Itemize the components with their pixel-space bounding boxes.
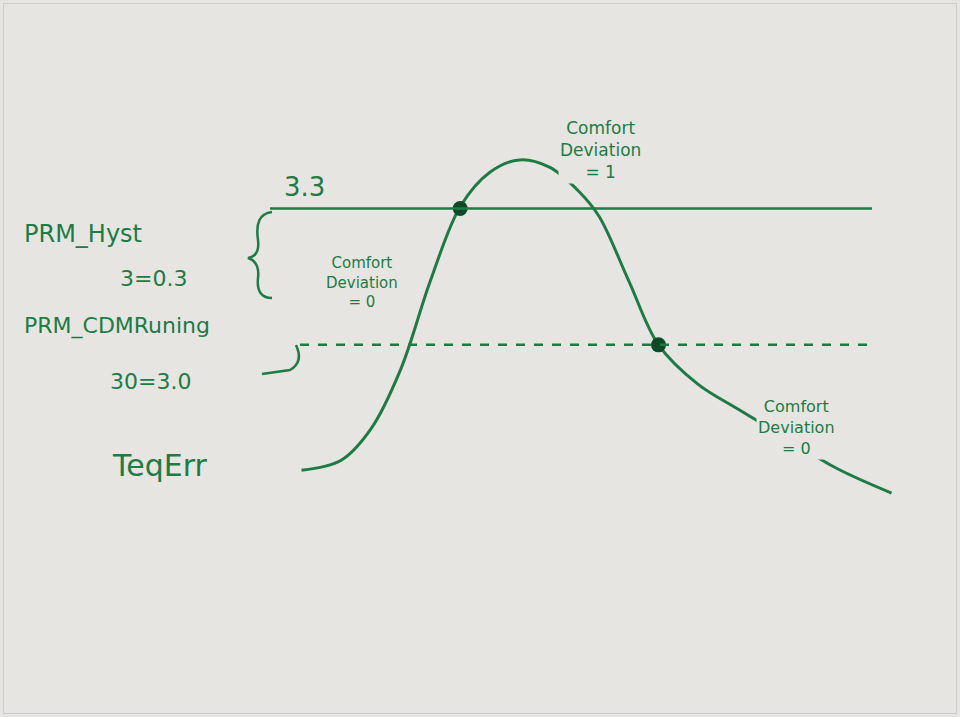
svg-text:3.3: 3.3 — [284, 172, 325, 202]
svg-text:30=3.0: 30=3.0 — [110, 369, 191, 394]
svg-text:ComfortDeviation= 0: ComfortDeviation= 0 — [758, 397, 835, 458]
svg-text:PRM_Hyst: PRM_Hyst — [24, 220, 142, 248]
svg-text:ComfortDeviation= 1: ComfortDeviation= 1 — [560, 118, 641, 182]
svg-text:TeqErr: TeqErr — [112, 448, 207, 483]
svg-text:PRM_CDMRuning: PRM_CDMRuning — [24, 313, 210, 339]
svg-text:3=0.3: 3=0.3 — [120, 266, 187, 291]
svg-text:ComfortDeviation= 0: ComfortDeviation= 0 — [326, 254, 398, 311]
